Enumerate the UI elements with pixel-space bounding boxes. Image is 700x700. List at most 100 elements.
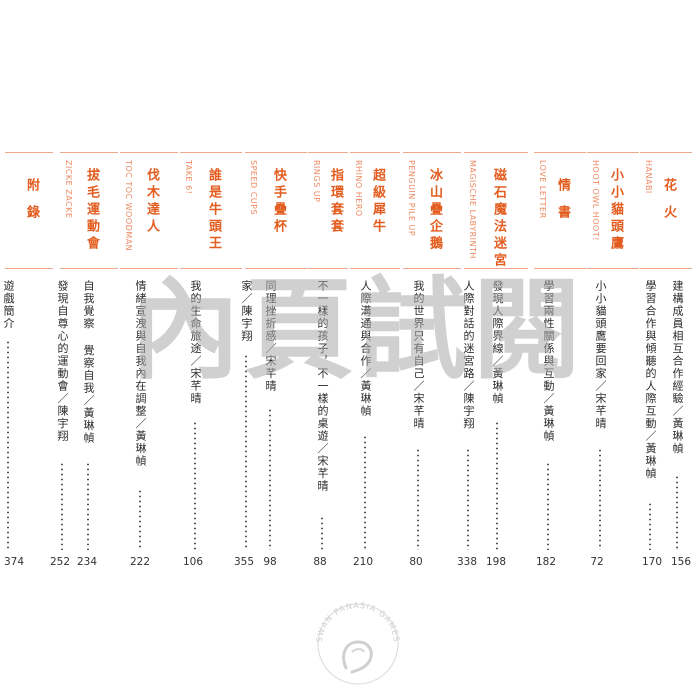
chapter-title: 拔毛運動會 xyxy=(84,168,99,253)
header-rule-top xyxy=(60,152,118,153)
header-rule-top xyxy=(464,152,528,153)
chapter-title: 花火 xyxy=(661,178,676,232)
chapter-header: ZICKE ZACKE 拔毛運動會 xyxy=(60,152,118,270)
chapter-title: 磁石魔法迷宮 xyxy=(491,168,506,270)
toc-entry-text: 學習兩性關係與互動／黃琳幀 xyxy=(542,280,555,443)
chapter-header: LOVE LETTER 情書 xyxy=(534,152,586,270)
page-number: 182 xyxy=(535,556,557,568)
toc-entry-text: 學習合作與傾聽的人際互動／黃琳幀 xyxy=(644,280,657,480)
chapter-english-title: HOOT OWL HOOT! xyxy=(591,160,600,241)
chapter-header: PENGUIN PILE UP 冰山疊企鵝 xyxy=(403,152,461,270)
page-number: 355 xyxy=(233,556,255,568)
header-rule-bottom xyxy=(308,268,348,269)
toc-entry-text: 家／陳宇翔 xyxy=(240,280,253,343)
chapter-english-title: TOC TOC WOODMAN xyxy=(124,160,133,252)
dot-leader xyxy=(599,448,601,550)
header-rule-top xyxy=(640,152,692,153)
page-number: 210 xyxy=(352,556,374,568)
header-rule-bottom xyxy=(60,268,118,269)
toc-entry-text: 我的世界只有自己／宋芊晴 xyxy=(412,280,425,430)
chapter-header: RINGS UP 指環套套 xyxy=(308,152,348,270)
page-number: 234 xyxy=(76,556,98,568)
toc-entry-text: 人際對話的迷宮路／陳宇翔 xyxy=(462,280,475,430)
page-number: 80 xyxy=(409,556,423,568)
toc-entry-text: 自我覺察 覺察自我／黃琳幀 xyxy=(82,280,95,445)
chapter-title: 超級犀牛 xyxy=(370,168,385,236)
page-number: 222 xyxy=(129,556,151,568)
chapter-header: HANABI 花火 xyxy=(640,152,692,270)
toc-entry-text: 遊戲簡介 xyxy=(2,280,15,330)
chapter-header: TAKE 6! 誰是牛頭王 xyxy=(180,152,242,270)
dot-leader xyxy=(321,515,323,550)
page-number: 170 xyxy=(641,556,663,568)
chapter-title: 情書 xyxy=(555,178,570,232)
chapter-title: 誰是牛頭王 xyxy=(206,168,221,253)
chapter-title: 附錄 xyxy=(24,178,39,232)
chapter-english-title: HANABI xyxy=(644,160,653,194)
page-number: 98 xyxy=(263,556,277,568)
chapter-header: MAGISCHE LABYRINTH 磁石魔法迷宮 xyxy=(464,152,528,270)
page-number: 106 xyxy=(182,556,204,568)
chapter-title: 伐木達人 xyxy=(144,168,159,236)
dot-leader xyxy=(139,488,141,550)
chapter-english-title: TAKE 6! xyxy=(184,160,193,195)
chapter-header: TOC TOC WOODMAN 伐木達人 xyxy=(120,152,178,270)
chapter-title: 快手疊杯 xyxy=(271,168,286,236)
page-number: 252 xyxy=(49,556,71,568)
dot-leader xyxy=(547,461,549,550)
publisher-logo-text: SWAN PANASIA GAMES xyxy=(315,601,400,643)
dot-leader xyxy=(649,502,651,550)
header-rule-top xyxy=(534,152,586,153)
header-rule-bottom xyxy=(464,268,528,269)
chapter-english-title: MAGISCHE LABYRINTH xyxy=(468,160,477,259)
header-rule-bottom xyxy=(350,268,400,269)
header-rule-bottom xyxy=(180,268,242,269)
header-rule-top xyxy=(403,152,461,153)
header-rule-bottom xyxy=(534,268,586,269)
chapter-header: HOOT OWL HOOT! 小小貓頭鷹 xyxy=(587,152,639,270)
header-rule-top xyxy=(120,152,178,153)
chapter-title: 冰山疊企鵝 xyxy=(427,168,442,253)
header-rule-bottom xyxy=(245,268,307,269)
page-number: 72 xyxy=(590,556,604,568)
toc-entry-text: 同理挫折感／宋芊晴 xyxy=(264,280,277,393)
toc-entry-text: 發現人際界線／黃琳幀 xyxy=(491,280,504,405)
header-rule-bottom xyxy=(587,268,639,269)
dot-leader xyxy=(61,461,63,550)
toc-entry-text: 不一樣的孩子，不一樣的桌遊／宋芊晴 xyxy=(316,280,329,493)
chapter-english-title: ZICKE ZACKE xyxy=(64,160,73,219)
page-number: 374 xyxy=(3,556,25,568)
dot-leader xyxy=(364,434,366,550)
page-number: 88 xyxy=(313,556,327,568)
dot-leader xyxy=(676,475,678,550)
dot-leader xyxy=(467,448,469,550)
chapter-title: 指環套套 xyxy=(328,168,343,236)
header-rule-top xyxy=(245,152,307,153)
chapter-header: 附錄 xyxy=(5,152,53,270)
header-rule-bottom xyxy=(5,268,53,269)
chapter-english-title: RHINO HERO xyxy=(354,160,363,217)
dot-leader xyxy=(194,421,196,550)
header-rule-top xyxy=(5,152,53,153)
header-rule-bottom xyxy=(120,268,178,269)
header-rule-top xyxy=(180,152,242,153)
chapter-header: RHINO HERO 超級犀牛 xyxy=(350,152,400,270)
page-number: 338 xyxy=(456,556,478,568)
dot-leader xyxy=(417,448,419,550)
header-rule-top xyxy=(308,152,348,153)
toc-entry-text: 小小貓頭鷹要回家／宋芊晴 xyxy=(594,280,607,430)
dot-leader xyxy=(496,421,498,550)
dot-leader xyxy=(87,461,89,550)
toc-entry-text: 發現自尊心的運動會／陳宇翔 xyxy=(56,280,69,443)
dot-leader xyxy=(269,407,271,550)
chapter-english-title: LOVE LETTER xyxy=(538,160,547,219)
page-number: 198 xyxy=(485,556,507,568)
publisher-logo: SWAN PANASIA GAMES xyxy=(315,601,401,685)
svg-text:SWAN PANASIA GAMES: SWAN PANASIA GAMES xyxy=(315,601,401,643)
header-rule-top xyxy=(587,152,639,153)
page-number: 156 xyxy=(670,556,692,568)
toc-entry-text: 人際溝通與合作／黃琳幀 xyxy=(359,280,372,418)
dot-leader xyxy=(7,340,9,550)
toc-entry-text: 我的生命旅途／宋芊晴 xyxy=(189,280,202,405)
